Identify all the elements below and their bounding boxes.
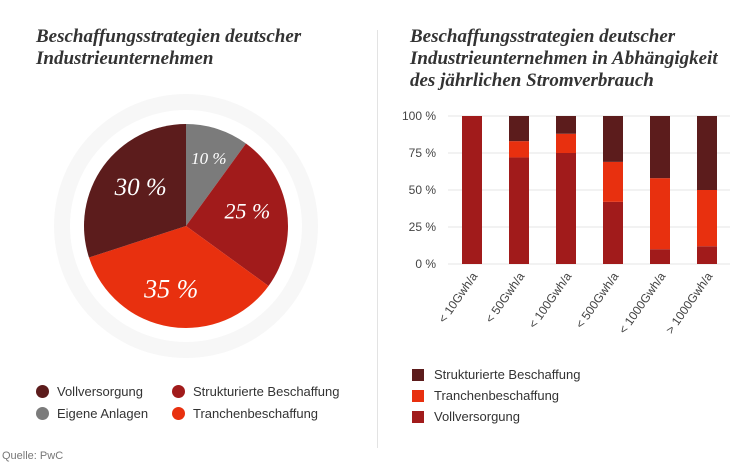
bar-segment (603, 161, 623, 202)
y-tick-label: 50 % (409, 183, 437, 197)
pie-slice (186, 124, 246, 226)
legend-label: Vollversorgung (57, 384, 143, 399)
pie-slice (83, 124, 186, 258)
bar-segment (509, 116, 529, 142)
bar-segment (697, 116, 717, 190)
legend-label: Tranchenbeschaffung (193, 406, 319, 421)
legend-label: Vollversorgung (434, 409, 520, 424)
x-tick-label: < 1000Gwh/a (616, 269, 669, 336)
pie-legend-item: Strukturierte Beschaffung (172, 384, 339, 399)
bar-legend-item: Tranchenbeschaffung (412, 388, 559, 403)
bar-segment (697, 246, 717, 264)
bar-chart-title: Beschaffungsstrategien deutscher Industr… (410, 26, 718, 91)
x-tick-label: < 50Gwh/a (483, 269, 528, 325)
bar-segment (697, 190, 717, 247)
x-tick-label: < 100Gwh/a (526, 269, 575, 331)
pie-slice-label: 25 % (224, 198, 270, 223)
legend-swatch (412, 389, 424, 402)
bar-segment (509, 157, 529, 264)
bar-segment (462, 116, 482, 264)
x-tick-label: < 500Gwh/a (573, 269, 622, 331)
bar-segment (603, 201, 623, 264)
legend-swatch (412, 368, 424, 381)
bar-segment (650, 116, 670, 179)
legend-label: Strukturierte Beschaffung (434, 367, 581, 382)
y-tick-label: 25 % (409, 220, 437, 234)
legend-label: Strukturierte Beschaffung (193, 384, 340, 399)
chart-divider (377, 30, 378, 448)
legend-swatch (172, 407, 185, 420)
x-tick-label: > 1000Gwh/a (663, 269, 716, 336)
y-tick-label: 75 % (409, 146, 437, 160)
bar-segment (556, 133, 576, 153)
bar-legend-item: Strukturierte Beschaffung (412, 367, 580, 382)
legend-swatch (172, 385, 185, 398)
legend-label: Tranchenbeschaffung (434, 388, 560, 403)
pie-legend-item: Tranchenbeschaffung (172, 406, 318, 421)
legend-swatch (36, 407, 49, 420)
bar-segment (603, 116, 623, 162)
legend-label: Eigene Anlagen (57, 406, 149, 421)
y-tick-label: 0 % (415, 257, 436, 271)
source-note: Quelle: PwC (2, 450, 64, 462)
bar-segment (650, 178, 670, 250)
pie-slice (88, 226, 269, 328)
bar-legend-item: Vollversorgung (412, 409, 520, 424)
legend-swatch (36, 385, 49, 398)
pie-slice-label: 10 % (191, 149, 226, 168)
legend-swatch (412, 410, 424, 423)
y-tick-label: 100 % (402, 109, 436, 123)
bar-segment (509, 141, 529, 158)
pie-slice-label: 30 % (114, 174, 167, 201)
bar-segment (650, 249, 670, 264)
pie-legend-item: Vollversorgung (36, 384, 143, 399)
pie-slice (186, 143, 288, 286)
bar-segment (556, 153, 576, 264)
pie-chart-title: Beschaffungsstrategien deutscher Industr… (36, 26, 302, 69)
x-tick-label: < 10Gwh/a (436, 269, 481, 325)
bar-segment (556, 116, 576, 134)
pie-slice-label: 35 % (143, 274, 198, 303)
pie-legend-item: Eigene Anlagen (36, 406, 148, 421)
